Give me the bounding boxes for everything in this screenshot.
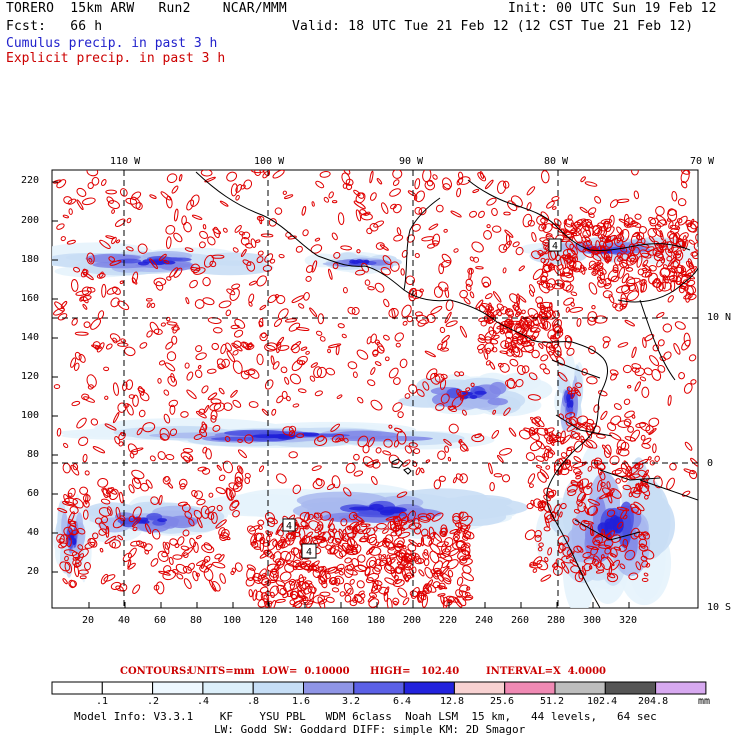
x-tick: 40 — [118, 615, 131, 626]
x-tick: 220 — [439, 615, 458, 626]
y-tick: 220 — [21, 175, 40, 186]
x-tick: 20 — [82, 615, 95, 626]
contours-interval: INTERVAL=X 4.0000 — [486, 666, 606, 677]
x-tick: 200 — [403, 615, 422, 626]
colorbar-swatch — [655, 681, 707, 695]
colorbar-swatch — [403, 681, 455, 695]
colorbar-label: 3.2 — [342, 696, 361, 707]
y-tick: 200 — [21, 215, 40, 226]
colorbar-swatch — [202, 681, 254, 695]
valid-time: Valid: 18 UTC Tue 21 Feb 12 (12 CST Tue … — [292, 19, 694, 34]
contours-high: HIGH= 102.40 — [370, 666, 460, 677]
contours-label: CONTOURS: — [120, 666, 190, 677]
x-tick: 260 — [511, 615, 530, 626]
colorbar-swatch — [303, 681, 355, 695]
lon-label: 110 W — [110, 156, 141, 167]
coastline — [195, 171, 698, 608]
contour-label-box: 4 — [548, 238, 562, 252]
contour-label-box: 4 — [282, 518, 296, 532]
colorbar-swatch — [51, 681, 103, 695]
y-tick: 20 — [27, 566, 40, 577]
lon-label: 90 W — [399, 156, 424, 167]
colorbar-swatch — [353, 681, 405, 695]
x-tick: 80 — [190, 615, 203, 626]
explicit-precip-contours — [52, 170, 698, 608]
x-tick: 300 — [583, 615, 602, 626]
x-tick: 280 — [547, 615, 566, 626]
lat-label: 0 — [707, 458, 714, 469]
colorbar-swatch — [453, 681, 506, 695]
y-tick: 40 — [27, 527, 40, 538]
contours-low: LOW= 0.10000 — [262, 666, 350, 677]
x-tick: 180 — [367, 615, 386, 626]
colorbar-label: 51.2 — [540, 696, 565, 707]
colorbar-label: 6.4 — [393, 696, 412, 707]
y-tick: 100 — [21, 410, 40, 421]
model-physics: LW: Godd SW: Goddard DIFF: simple KM: 2D… — [214, 723, 526, 736]
x-tick: 160 — [331, 615, 350, 626]
lon-label: 80 W — [544, 156, 569, 167]
axis-ticks — [52, 181, 630, 608]
init-time: Init: 00 UTC Sun 19 Feb 12 — [508, 1, 717, 16]
x-tick: 320 — [619, 615, 638, 626]
colorbar-label: 204.8 — [638, 696, 669, 707]
colorbar-swatch — [252, 681, 304, 695]
colorbar-label: .4 — [197, 696, 210, 707]
lat-label: 10 N — [707, 312, 732, 323]
colorbar-label: 1.6 — [292, 696, 311, 707]
colorbar-swatch — [152, 681, 204, 695]
model-title: TORERO 15km ARW Run2 NCAR/MMM — [6, 1, 287, 16]
colorbar-swatch — [554, 681, 606, 695]
colorbar-label: 12.8 — [440, 696, 465, 707]
model-info: Model Info: V3.3.1 KF YSU PBL WDM 6class… — [74, 710, 657, 723]
colorbar-label: .2 — [147, 696, 160, 707]
y-tick: 120 — [21, 371, 40, 382]
legend-cumulus: Cumulus precip. in past 3 h — [6, 36, 218, 51]
colorbar-label: 25.6 — [490, 696, 515, 707]
colorbar-label: .8 — [247, 696, 260, 707]
contours-units: UNITS=mm — [188, 666, 255, 677]
colorbar-swatch — [101, 681, 154, 695]
y-tick: 140 — [21, 332, 40, 343]
y-tick: 180 — [21, 254, 40, 265]
colorbar-label: .1 — [96, 696, 109, 707]
forecast-hour: Fcst: 66 h — [6, 19, 103, 34]
colorbar-label: 102.4 — [587, 696, 618, 707]
y-tick: 160 — [21, 293, 40, 304]
colorbar-swatch — [504, 681, 556, 695]
colorbar-swatch — [604, 681, 657, 695]
colorbar-unit: mm — [698, 696, 711, 707]
legend-explicit: Explicit precip. in past 3 h — [6, 51, 226, 66]
y-tick: 60 — [27, 488, 40, 499]
lon-label: 100 W — [254, 156, 285, 167]
x-tick: 60 — [154, 615, 167, 626]
lat-label: 10 S — [707, 602, 732, 613]
x-tick: 100 — [223, 615, 242, 626]
x-tick: 240 — [475, 615, 494, 626]
x-tick: 140 — [295, 615, 314, 626]
y-tick: 80 — [27, 449, 40, 460]
x-tick: 120 — [259, 615, 278, 626]
contour-label-box: 4 — [301, 543, 317, 559]
lon-label: 70 W — [690, 156, 715, 167]
